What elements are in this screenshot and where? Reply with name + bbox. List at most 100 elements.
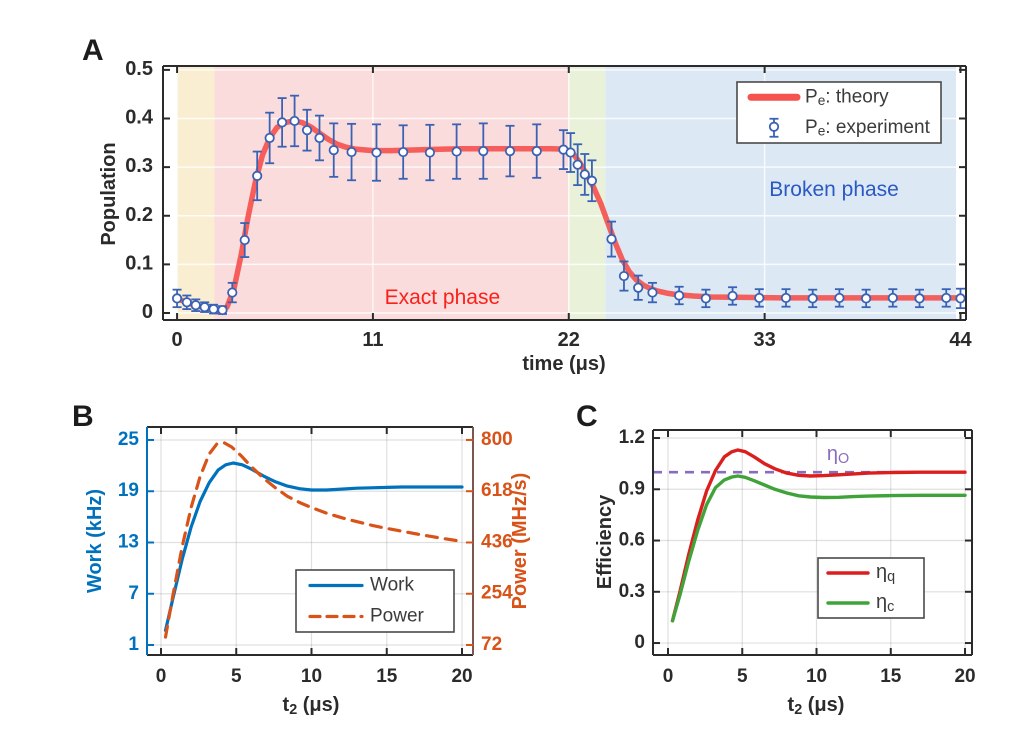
legend: Work Power: [295, 569, 455, 633]
panel-c-plot: 0 5 10 15 20 0 0.3 0.6 0.9 1.2 t2 (μs) Efficiency ηO…: [594, 427, 975, 718]
series-errorbar-1: [171, 94, 966, 316]
svg-text:Work: Work: [370, 575, 414, 596]
svg-text:Power: Power: [370, 606, 425, 627]
svg-text:0: 0: [156, 666, 167, 687]
data-point: [647, 287, 658, 298]
svg-text:20: 20: [954, 666, 975, 687]
data-point: [941, 292, 952, 304]
svg-text:436: 436: [481, 531, 513, 552]
svg-text:7: 7: [128, 583, 139, 604]
svg-text:Population: Population: [98, 142, 120, 245]
legend: ηq ηc: [817, 557, 925, 619]
svg-text:25: 25: [118, 429, 140, 450]
data-point: [674, 290, 685, 301]
data-point: [633, 282, 644, 293]
svg-text:Exact phase: Exact phase: [385, 285, 501, 308]
svg-text:15: 15: [880, 666, 902, 687]
svg-text:1.2: 1.2: [619, 427, 645, 448]
legend-box: [295, 569, 455, 633]
data-point: [181, 297, 192, 308]
data-point: [239, 234, 250, 246]
svg-text:19: 19: [118, 480, 139, 501]
svg-text:13: 13: [118, 532, 139, 553]
data-point: [208, 304, 219, 315]
svg-text:0: 0: [172, 329, 183, 351]
svg-text:ηc: ηc: [876, 591, 894, 615]
svg-text:0.3: 0.3: [125, 155, 153, 177]
data-point: [834, 292, 845, 304]
data-point: [618, 270, 630, 282]
svg-text:ηq: ηq: [876, 561, 895, 585]
data-point: [424, 147, 435, 158]
svg-text:Work (kHz): Work (kHz): [84, 489, 106, 593]
data-point: [190, 300, 201, 311]
data-point: [586, 175, 598, 186]
data-point: [252, 170, 263, 181]
svg-text:ηO: ηO: [827, 443, 849, 467]
svg-text:Broken phase: Broken phase: [769, 178, 899, 201]
panel-c-label: C: [576, 400, 598, 433]
svg-text:22: 22: [558, 329, 580, 351]
svg-text:0.9: 0.9: [619, 478, 645, 499]
svg-text:15: 15: [376, 666, 398, 687]
svg-text:t2 (μs): t2 (μs): [788, 694, 845, 718]
legend-box: [817, 557, 925, 619]
data-point: [301, 125, 313, 136]
panel-a-label: A: [82, 34, 104, 67]
series-line-0: [670, 448, 967, 623]
data-point: [371, 147, 382, 158]
svg-text:Power (MHz/s): Power (MHz/s): [509, 473, 531, 610]
legend-errorbar: [768, 121, 780, 132]
svg-text:0.5: 0.5: [125, 58, 153, 80]
svg-text:t2 (μs): t2 (μs): [283, 694, 340, 718]
data-point: [572, 159, 583, 170]
svg-text:1: 1: [128, 634, 139, 655]
data-point: [861, 293, 872, 304]
legend: Pe: theory Pe: experiment: [736, 81, 942, 144]
data-point: [531, 145, 542, 157]
data-point: [727, 290, 738, 302]
data-point: [314, 132, 325, 144]
quench-band: [568, 66, 606, 320]
data-point: [199, 302, 210, 313]
svg-text:254: 254: [481, 583, 513, 604]
panel-a-plot: 0 11 22 33 44 0 0.1 0.2 0.3 0.4 0.5 time (μs) Popula…: [98, 58, 972, 375]
data-point: [504, 145, 516, 157]
svg-text:618: 618: [481, 480, 513, 501]
svg-text:10: 10: [301, 666, 322, 687]
svg-text:0: 0: [142, 301, 153, 323]
svg-text:0: 0: [634, 632, 645, 653]
panel-b-label: B: [72, 400, 94, 433]
data-point: [398, 146, 409, 158]
svg-text:10: 10: [806, 666, 827, 687]
data-point: [328, 145, 339, 156]
data-point: [606, 233, 617, 245]
data-point: [579, 169, 590, 180]
svg-text:0.3: 0.3: [619, 581, 645, 602]
series-line-1: [670, 474, 967, 623]
ramp-band: [177, 66, 215, 320]
svg-text:0: 0: [663, 666, 674, 687]
data-point: [346, 146, 357, 158]
svg-text:800: 800: [481, 429, 513, 450]
data-point: [171, 293, 183, 304]
svg-text:0.4: 0.4: [125, 107, 154, 129]
svg-text:11: 11: [362, 329, 383, 351]
data-point: [914, 293, 925, 304]
data-point: [478, 145, 489, 157]
data-point: [227, 287, 238, 298]
data-point: [451, 146, 462, 157]
data-point: [264, 132, 275, 144]
svg-text:33: 33: [754, 329, 776, 351]
svg-text:Efficiency: Efficiency: [594, 494, 616, 589]
svg-text:44: 44: [949, 329, 972, 351]
svg-text:5: 5: [231, 666, 242, 687]
series-line-0: [163, 461, 464, 633]
svg-text:Pe: experiment: Pe: experiment: [805, 117, 931, 138]
data-point: [277, 117, 288, 128]
svg-text:20: 20: [451, 666, 472, 687]
data-point: [289, 115, 300, 127]
panel-b-plot: 0 5 10 15 20 1 7 13 19 25 72 254 436 618 800 t2 (μs) Wor…: [84, 426, 531, 718]
data-point: [700, 293, 711, 304]
